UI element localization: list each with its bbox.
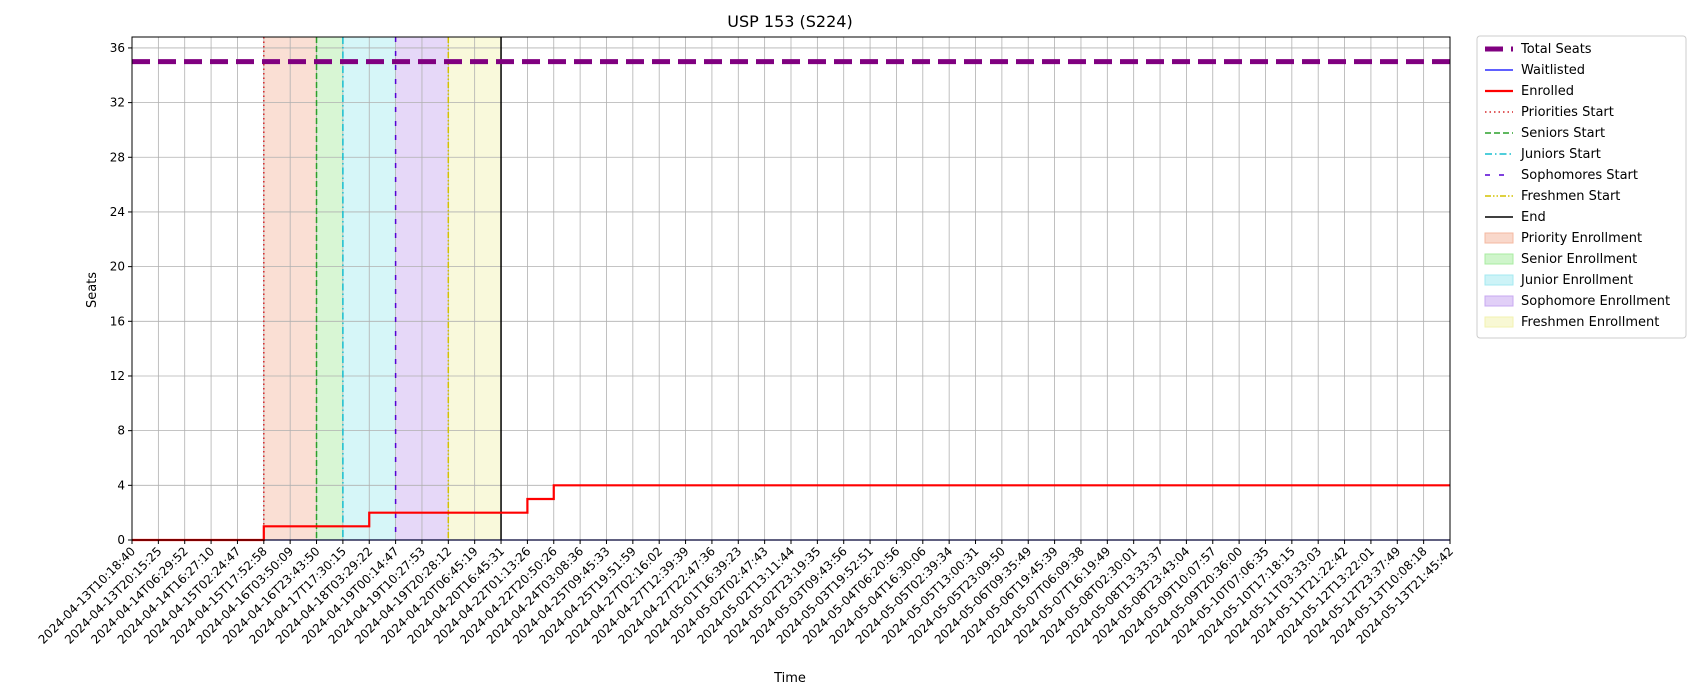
span-senior-enrollment <box>316 37 343 540</box>
legend-label: Sophomores Start <box>1521 168 1638 183</box>
legend-label: Waitlisted <box>1521 63 1585 78</box>
y-axis-ticks: 0 4 8 12 16 20 24 28 32 36 <box>110 41 132 547</box>
legend-label: Juniors Start <box>1520 147 1601 162</box>
legend-label: Senior Enrollment <box>1521 252 1637 267</box>
y-tick-label: 0 <box>117 533 125 547</box>
legend-label: Sophomore Enrollment <box>1521 294 1670 309</box>
legend-swatch <box>1484 253 1514 265</box>
legend-label: Seniors Start <box>1521 126 1605 141</box>
legend-swatch <box>1484 295 1514 307</box>
enrollment-spans <box>263 37 502 540</box>
legend-label: Priority Enrollment <box>1521 231 1642 246</box>
legend-box <box>1476 35 1687 339</box>
y-tick-label: 4 <box>117 478 125 492</box>
y-tick-label: 28 <box>110 150 125 164</box>
y-tick-label: 36 <box>110 41 125 55</box>
legend-swatch <box>1484 316 1514 328</box>
legend-label: Freshmen Start <box>1521 189 1620 204</box>
x-axis-label: Time <box>773 671 806 686</box>
legend: Total Seats Waitlisted Enrolled Priorities … <box>1476 35 1687 339</box>
y-tick-label: 32 <box>110 96 125 110</box>
y-tick-label: 24 <box>110 205 125 219</box>
legend-swatch <box>1484 274 1514 286</box>
y-tick-label: 12 <box>110 369 125 383</box>
legend-label: Junior Enrollment <box>1520 273 1633 288</box>
y-axis-label: Seats <box>85 272 100 308</box>
legend-label: Priorities Start <box>1521 105 1614 120</box>
phase-lines <box>263 37 502 540</box>
x-axis-ticks: 2024-04-13T10:18:402024-04-13T20:15:2520… <box>36 540 1456 647</box>
legend-label: Freshmen Enrollment <box>1521 315 1659 330</box>
legend-label: End <box>1521 210 1546 225</box>
chart-title: USP 153 (S224) <box>727 12 852 31</box>
y-tick-label: 8 <box>117 424 125 438</box>
legend-label: Total Seats <box>1520 42 1592 57</box>
y-tick-label: 16 <box>110 314 125 328</box>
legend-label: Enrolled <box>1521 84 1574 99</box>
legend-swatch <box>1484 232 1514 244</box>
y-tick-label: 20 <box>110 260 125 274</box>
series-enrolled <box>132 484 1450 542</box>
